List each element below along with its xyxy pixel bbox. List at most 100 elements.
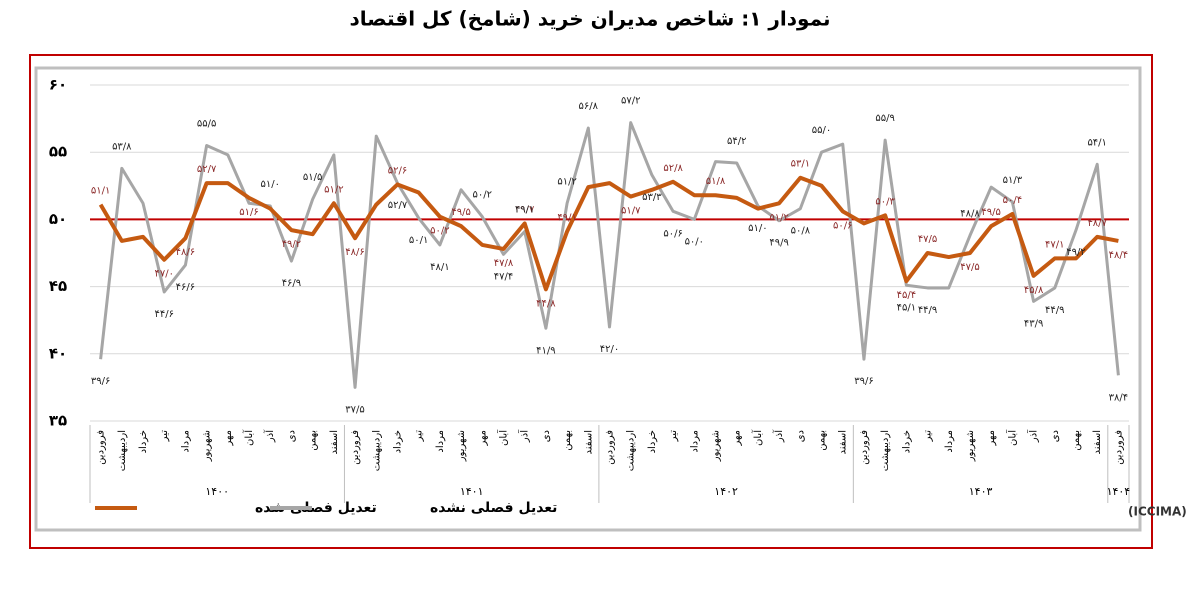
data-label: ۴۵/۴ bbox=[897, 290, 916, 301]
x-tick-label: دی bbox=[1050, 430, 1061, 442]
x-tick-label: دی bbox=[795, 430, 806, 442]
data-label: ۵۱/۲ bbox=[324, 184, 343, 195]
x-tick-label: آبان bbox=[242, 429, 255, 446]
data-label: ۵۱/۲ bbox=[769, 212, 788, 223]
x-tick-label: اسفند bbox=[583, 430, 594, 454]
data-label: ۵۲/۸ bbox=[663, 163, 683, 174]
y-tick-label: ۴۵ bbox=[49, 277, 67, 295]
data-label: ۵۱/۲ bbox=[557, 176, 576, 187]
x-tick-label: تیر bbox=[159, 430, 170, 443]
x-tick-label: فروردین bbox=[1113, 430, 1124, 465]
data-label: ۴۹/۵ bbox=[981, 207, 1000, 218]
source-note: منبع: اتاق بازرگانی، صنایع، معادن و کشاو… bbox=[1128, 505, 1187, 520]
group-label: ۱۴۰۰ bbox=[205, 485, 229, 498]
data-label: ۵۰/۶ bbox=[663, 228, 682, 239]
x-tick-label: مرداد bbox=[435, 430, 446, 453]
x-tick-label: مرداد bbox=[944, 430, 955, 453]
data-label: ۴۹/۱ bbox=[557, 212, 576, 223]
data-label: ۵۰/۴ bbox=[1003, 195, 1022, 206]
data-label: ۵۰/۲ bbox=[430, 226, 449, 237]
data-label: ۵۲/۷ bbox=[388, 200, 408, 211]
x-tick-label: فروردین bbox=[350, 430, 361, 465]
data-label: ۵۱/۳ bbox=[1003, 175, 1023, 186]
x-tick-label: شهریور bbox=[711, 430, 722, 462]
data-label: ۳۹/۶ bbox=[854, 376, 873, 387]
x-tick-label: دی bbox=[286, 430, 297, 442]
data-label: ۵۵/۹ bbox=[875, 113, 894, 124]
data-label: ۵۲/۶ bbox=[388, 165, 407, 176]
x-tick-label: مرداد bbox=[689, 430, 700, 453]
data-label: ۴۷/۱ bbox=[1045, 239, 1064, 250]
x-tick-label: تیر bbox=[668, 430, 679, 443]
data-label: ۴۶/۹ bbox=[282, 278, 301, 289]
data-label: ۵۴/۱ bbox=[1087, 137, 1106, 148]
data-label: ۵۰/۱ bbox=[409, 235, 428, 246]
y-tick-label: ۶۰ bbox=[49, 76, 67, 94]
data-label: ۴۴/۹ bbox=[918, 305, 937, 316]
x-tick-label: خرداد bbox=[901, 430, 912, 453]
data-label: ۳۹/۶ bbox=[91, 376, 110, 387]
x-tick-label: شهریور bbox=[202, 430, 213, 462]
data-label: ۵۰/۸ bbox=[791, 226, 811, 237]
group-label: ۱۴۰۱ bbox=[460, 485, 484, 498]
x-tick-label: اردیبهشت bbox=[371, 430, 382, 471]
x-tick-label: مهر bbox=[732, 430, 743, 446]
x-tick-label: فروردین bbox=[96, 430, 107, 465]
group-label: ۱۴۰۳ bbox=[969, 485, 993, 498]
data-label: ۴۱/۹ bbox=[536, 345, 555, 356]
data-label: ۴۹/۲ bbox=[282, 239, 301, 250]
x-tick-label: آبان bbox=[751, 429, 764, 446]
data-label: ۴۴/۶ bbox=[154, 309, 173, 320]
data-label: ۴۵/۸ bbox=[1024, 285, 1044, 296]
data-label: ۵۱/۰ bbox=[260, 179, 279, 190]
data-label: ۳۸/۴ bbox=[1109, 392, 1128, 403]
data-label: ۵۰/۳ bbox=[875, 196, 895, 207]
legend-label: تعدیل فصلی شده bbox=[255, 500, 377, 516]
data-label: ۵۵/۰ bbox=[812, 125, 831, 136]
x-tick-label: تیر bbox=[923, 430, 934, 443]
data-label: ۴۵/۱ bbox=[897, 302, 916, 313]
legend-label: تعدیل فصلی نشده bbox=[430, 500, 557, 516]
data-label: ۴۹/۱ bbox=[515, 204, 534, 215]
data-label: ۵۳/۳ bbox=[642, 192, 662, 203]
data-label: ۵۵/۵ bbox=[197, 118, 216, 129]
data-label: ۵۶/۸ bbox=[579, 101, 599, 112]
data-label: ۴۶/۶ bbox=[176, 282, 195, 293]
x-tick-label: آذر bbox=[518, 429, 531, 443]
series-line bbox=[99, 121, 1120, 389]
x-tick-label: خرداد bbox=[392, 430, 403, 453]
x-tick-label: مهر bbox=[986, 430, 997, 446]
x-tick-label: خرداد bbox=[647, 430, 658, 453]
x-tick-label: آذر bbox=[1027, 429, 1040, 443]
data-label: ۴۸/۸ bbox=[960, 209, 980, 220]
x-tick-label: اسفند bbox=[838, 430, 849, 454]
data-label: ۴۸/۱ bbox=[430, 262, 449, 273]
x-tick-label: فروردین bbox=[859, 430, 870, 465]
data-label: ۴۳/۹ bbox=[1024, 318, 1043, 329]
x-tick-label: بهمن bbox=[817, 430, 828, 451]
data-label: ۴۷/۵ bbox=[960, 262, 979, 273]
data-label: ۵۱/۰ bbox=[748, 223, 767, 234]
group-label: ۱۴۰۴ bbox=[1107, 485, 1131, 498]
data-label: ۳۷/۵ bbox=[345, 404, 364, 415]
x-tick-label: اردیبهشت bbox=[880, 430, 891, 471]
x-tick-label: شهریور bbox=[456, 430, 467, 462]
series-line bbox=[98, 175, 1119, 292]
inner-frame bbox=[34, 66, 1142, 532]
data-label: ۴۸/۶ bbox=[345, 247, 364, 258]
data-label: ۵۱/۵ bbox=[303, 172, 322, 183]
x-tick-label: آذر bbox=[772, 429, 785, 443]
data-label: ۴۹/۵ bbox=[451, 207, 470, 218]
data-label: ۴۲/۰ bbox=[600, 344, 619, 355]
data-label: ۴۸/۷ bbox=[1087, 218, 1107, 229]
data-label: ۵۱/۱ bbox=[91, 186, 110, 197]
x-tick-label: دی bbox=[541, 430, 552, 442]
data-label: ۴۷/۵ bbox=[918, 234, 937, 245]
y-tick-label: ۳۵ bbox=[49, 412, 67, 430]
data-label: ۵۰/۲ bbox=[473, 190, 492, 201]
x-tick-label: مهر bbox=[223, 430, 234, 446]
data-label: ۴۷/۸ bbox=[494, 258, 514, 269]
x-tick-label: اسفند bbox=[1092, 430, 1103, 454]
y-tick-label: ۵۰ bbox=[49, 210, 67, 228]
